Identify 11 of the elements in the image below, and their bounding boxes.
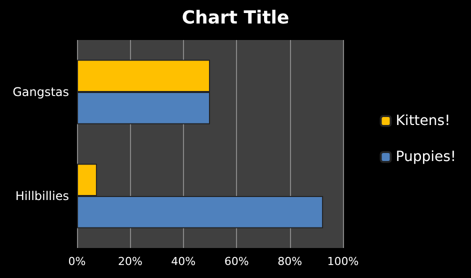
x-tick-label: 40% — [171, 255, 196, 268]
x-tick-label: 0% — [68, 255, 86, 268]
y-tick-label: Hillbillies — [15, 189, 69, 203]
legend-label: Kittens! — [396, 113, 450, 129]
x-tick-label: 80% — [278, 255, 302, 268]
x-tick-label: 20% — [118, 255, 142, 268]
y-tick-label: Gangstas — [12, 85, 69, 99]
chart-title: Chart Title — [182, 8, 290, 28]
x-tick-label: 100% — [327, 255, 359, 268]
legend-label: Puppies! — [396, 149, 456, 165]
x-tick-label: 60% — [224, 255, 249, 268]
